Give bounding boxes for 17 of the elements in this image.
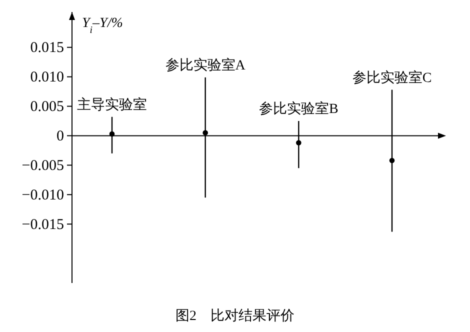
- y-tick-label: −0.015: [22, 216, 64, 233]
- y-tick-label: −0.005: [22, 158, 64, 174]
- point: [109, 131, 115, 137]
- y-axis-title: Y$_{i}$–Y/%: [82, 16, 123, 36]
- x-tick-label: 参比实验室C: [352, 70, 432, 86]
- y-tick-label: 0.015: [30, 40, 64, 56]
- point: [296, 140, 302, 146]
- point: [202, 130, 208, 136]
- x-tick-label: 参比实验室A: [165, 57, 246, 74]
- y-tick-label: −0.010: [22, 187, 64, 204]
- y-tick-label: 0.005: [30, 99, 64, 116]
- y-tick-label: 0: [56, 128, 64, 145]
- y-tick-label: 0.010: [30, 70, 64, 86]
- x-tick-label: 参比实验室B: [258, 100, 338, 117]
- x-tick-label: 主导实验室: [77, 96, 147, 113]
- point: [389, 158, 395, 164]
- text: 图2 比对结果评价: [176, 308, 294, 324]
